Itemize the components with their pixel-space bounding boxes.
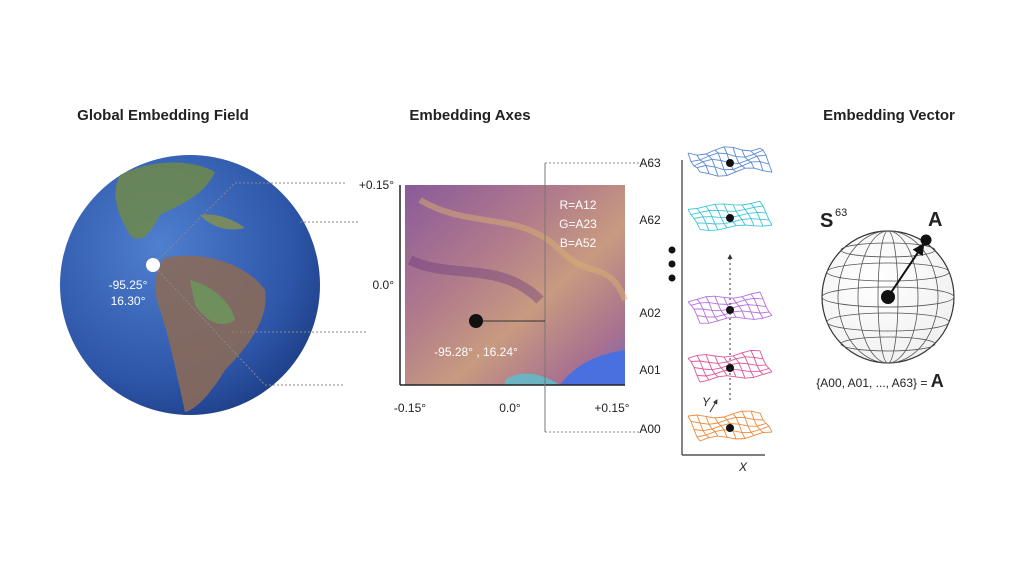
ellipsis-dot (668, 260, 676, 268)
layer-grid (732, 413, 746, 439)
panel-title: Embedding Axes (409, 107, 530, 124)
layer-grid (687, 291, 761, 303)
equation-text: {A00, A01, ..., A63} = (816, 376, 930, 390)
layer-label: A01 (639, 363, 661, 377)
layer-label: A02 (639, 306, 661, 320)
channel-label: G=A23 (559, 217, 597, 231)
layer-grid (714, 204, 728, 229)
point-label: -95.28° , 16.24° (434, 345, 518, 359)
layer-grid (705, 354, 719, 378)
layer-grid (732, 147, 746, 169)
equation-symbol: A (931, 371, 944, 391)
vector-arrow (887, 243, 925, 298)
panel-title: Global Embedding Field (77, 107, 249, 124)
layer-grid (687, 152, 701, 173)
embedding-layers (687, 146, 773, 442)
x-tick-label: 0.0° (499, 401, 521, 415)
layer-grid (732, 355, 746, 379)
layer-grid (687, 415, 701, 442)
y-tick-label: 0.0° (373, 278, 395, 292)
layer-grid (696, 299, 710, 324)
layer-grid (714, 355, 728, 376)
layer-grid (750, 150, 764, 171)
layer-grid (714, 417, 728, 438)
x-tick-label: +0.15° (594, 401, 629, 415)
ellipsis-dot (668, 274, 676, 282)
sphere-symbol: S (820, 210, 833, 232)
point-label: -95.25° (109, 278, 148, 292)
axis-label: X (738, 460, 748, 474)
layer-grid (696, 355, 710, 381)
layer-grid (732, 297, 746, 319)
layer-grid (687, 301, 701, 324)
vector-label: A (928, 209, 942, 231)
channel-label: B=A52 (560, 236, 597, 250)
layer-grid (732, 204, 746, 226)
layer-grid (696, 208, 710, 231)
ellipsis-dot (668, 246, 676, 254)
layer-grid (705, 416, 719, 437)
location-dot (469, 314, 483, 328)
layer-grid (723, 416, 737, 440)
guide-line (152, 264, 266, 386)
layer-grid (759, 350, 773, 373)
layer-grid (750, 350, 764, 375)
layer-grid (696, 154, 710, 174)
layer-grid (741, 149, 755, 169)
layer-grid (714, 149, 728, 176)
layer-grid (696, 414, 710, 438)
location-dot (146, 258, 160, 272)
layer-grid (705, 153, 719, 177)
layer-grid (687, 357, 701, 383)
sphere-dim: 63 (835, 207, 847, 219)
layer-grid (699, 371, 773, 383)
channel-label: R=A12 (559, 198, 596, 212)
layer-grid (759, 147, 773, 173)
layer-grid (705, 206, 719, 231)
layer-label: A00 (639, 422, 661, 436)
layer-grid (687, 410, 761, 419)
y-tick-label: +0.15° (359, 178, 394, 192)
layer-grid (741, 296, 755, 320)
panel-title: Embedding Vector (823, 107, 955, 124)
layer-grid (759, 200, 773, 226)
layer-grid (690, 416, 764, 425)
layer-grid (699, 167, 773, 177)
satellite-image (405, 185, 628, 385)
layer-label: A63 (639, 156, 661, 170)
layer-grid (741, 204, 755, 226)
layer-grid (741, 410, 755, 436)
layer-grid (759, 412, 773, 433)
layer-grid (714, 296, 728, 319)
layer-grid (699, 224, 773, 231)
layer-grid (705, 296, 719, 322)
y-arrow (709, 399, 718, 413)
point-label: 16.30° (111, 294, 146, 308)
layer-grid (750, 203, 764, 227)
origin-dot (881, 290, 895, 304)
x-tick-label: -0.15° (394, 401, 426, 415)
guide-line (152, 182, 236, 266)
equation: {A00, A01, ..., A63} = A (816, 371, 943, 391)
layer-grid (741, 352, 755, 378)
axis-label: Y (702, 395, 711, 409)
vector-point (920, 234, 932, 246)
layer-dot (726, 214, 734, 222)
layer-dot (726, 159, 734, 167)
layer-dot (726, 424, 734, 432)
layer-grid (687, 209, 701, 230)
layer-grid (759, 291, 773, 316)
layer-grid (750, 293, 764, 319)
layer-label: A62 (639, 213, 661, 227)
layer-grid (750, 411, 764, 433)
globe (60, 155, 320, 415)
